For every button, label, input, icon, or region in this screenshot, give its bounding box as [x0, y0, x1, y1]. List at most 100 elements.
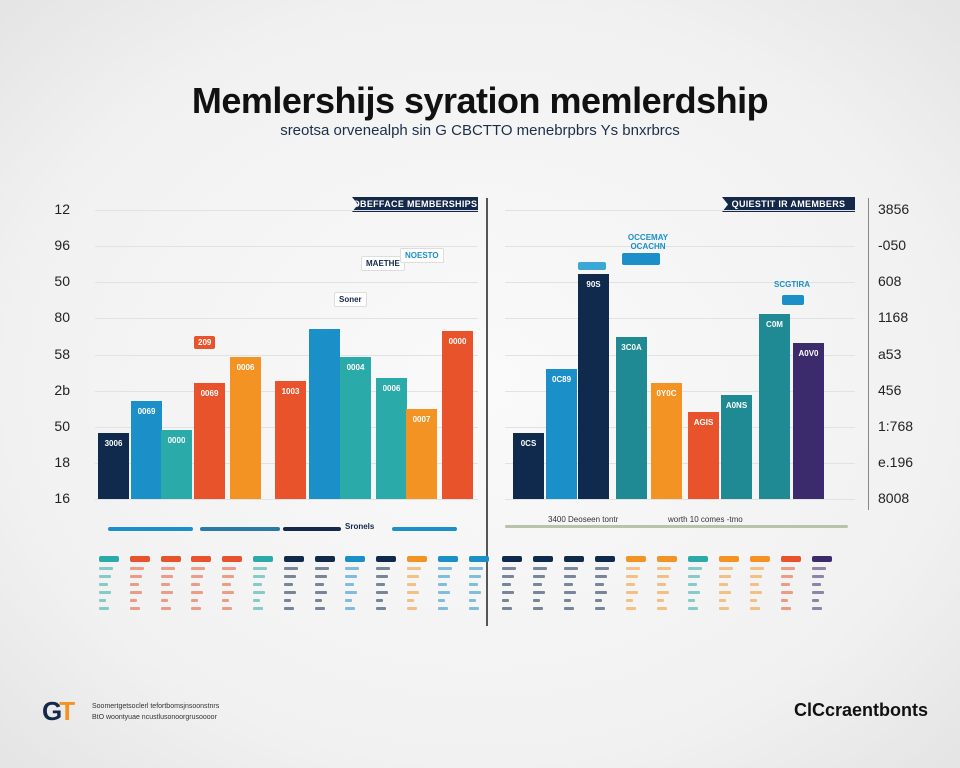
legend-text-line: [688, 607, 698, 610]
legend-text-line: [812, 575, 824, 578]
legend-text-line: [502, 575, 514, 578]
legend-text-line: [688, 575, 700, 578]
legend-text-line: [222, 567, 237, 570]
legend-text-line: [314, 607, 325, 610]
bar-label: A0V0: [798, 348, 819, 358]
bar: 0006: [230, 357, 261, 499]
legend-text-line: [595, 575, 607, 578]
bar: 3C0A: [616, 337, 647, 499]
bar: 0069: [194, 383, 225, 499]
legend-text-line: [314, 599, 322, 602]
legend-text-line: [407, 583, 416, 586]
legend-text-line: [595, 591, 607, 594]
legend-text-line: [595, 583, 604, 586]
callout: 209: [194, 336, 216, 349]
legend-swatch: [191, 556, 212, 562]
legend-text-line: [502, 583, 511, 586]
legend-swatch: [314, 556, 335, 562]
logo: GT: [42, 696, 75, 727]
legend-text-line: [719, 607, 729, 610]
legend-text-line: [657, 575, 669, 578]
legend-text-line: [781, 567, 795, 570]
legend-text-line: [812, 607, 822, 610]
legend-swatch: [781, 556, 801, 562]
legend-text-line: [129, 567, 144, 570]
bar-label: 0C89: [551, 374, 572, 384]
chart-subtitle: sreotsa orvenealph sin G CBCTTO menebrpb…: [280, 122, 680, 139]
legend-swatch: [129, 556, 150, 562]
legend-line: [108, 527, 193, 531]
bar-label: 3C0A: [621, 343, 642, 353]
legend-item: [437, 556, 458, 610]
legend-text-line: [657, 591, 669, 594]
legend-swatch: [719, 556, 739, 562]
right-axis-line: [868, 198, 869, 510]
legend-text-line: [657, 583, 666, 586]
legend-text-line: [626, 575, 638, 578]
left-plot-area: 3006 0069 0000 0069 0006 1003 0004 0006 0007 0000: [95, 210, 478, 499]
legend-swatch: [688, 556, 708, 562]
legend-text-line: [437, 591, 450, 594]
legend-item: [502, 556, 522, 610]
gridline: [95, 246, 478, 248]
legend-text-line: [407, 607, 417, 610]
legend-text-line: [626, 599, 633, 602]
y-tick-label: a53: [878, 345, 902, 362]
legend-text-line: [283, 591, 296, 594]
y-tick-label: 8008: [878, 490, 910, 506]
legend-item: [719, 556, 739, 610]
callout-box: [578, 262, 606, 270]
bar: 0069: [131, 400, 162, 499]
callout: MAETHE: [361, 256, 405, 271]
legend-item: [129, 556, 150, 610]
bar: 0CS: [513, 432, 544, 499]
callout: Soner: [334, 292, 367, 307]
gridline: [505, 282, 855, 284]
legend-text-line: [99, 599, 106, 602]
legend-text-line: [99, 607, 109, 610]
legend-text-line: [564, 575, 576, 578]
legend-text-line: [345, 599, 353, 602]
legend-text-line: [595, 567, 609, 570]
legend-line-label: 3400 Deoseen tontr: [548, 515, 619, 524]
gridline: [95, 210, 478, 211]
legend-item: [99, 556, 119, 610]
bar: 0004: [340, 357, 371, 499]
legend-text-line: [222, 599, 230, 602]
legend-text-line: [160, 575, 173, 578]
legend-text-line: [533, 591, 545, 594]
legend-line-label: worth 10 comes -tmo: [668, 515, 743, 524]
legend-text-line: [719, 567, 733, 570]
y-tick-label: 456: [878, 381, 902, 398]
legend-text-line: [688, 599, 695, 602]
legend-text-line: [688, 567, 702, 570]
footer-line-2: BtO woontyuae ncustlusonoorgrusoooor: [92, 714, 217, 721]
y-tick-label: 50: [54, 417, 70, 434]
legend-text-line: [160, 567, 175, 570]
legend-text-line: [314, 583, 324, 586]
legend-text-line: [222, 607, 233, 610]
bar-label: 0000: [448, 337, 467, 347]
legend-text-line: [129, 599, 137, 602]
legend-swatch: [626, 556, 646, 562]
bar: 0C89: [546, 368, 577, 499]
legend-text-line: [468, 583, 478, 586]
legend-item: [781, 556, 801, 610]
legend-text-line: [750, 607, 760, 610]
legend-swatch: [657, 556, 677, 562]
legend-text-line: [376, 591, 389, 594]
legend-text-line: [253, 583, 262, 586]
legend-text-line: [407, 599, 414, 602]
callout: SCGTIRA: [774, 280, 810, 289]
legend-text-line: [376, 583, 386, 586]
callout-box: [622, 253, 660, 265]
bar-label: 3006: [104, 438, 123, 448]
y-tick-label: 1:768: [878, 417, 914, 434]
legend-text-line: [253, 607, 263, 610]
legend-text-line: [222, 575, 235, 578]
legend-text-line: [719, 591, 731, 594]
legend-text-line: [191, 583, 201, 586]
bar: 0Y0C: [651, 383, 682, 499]
legend-text-line: [719, 583, 728, 586]
legend-text-line: [314, 591, 327, 594]
